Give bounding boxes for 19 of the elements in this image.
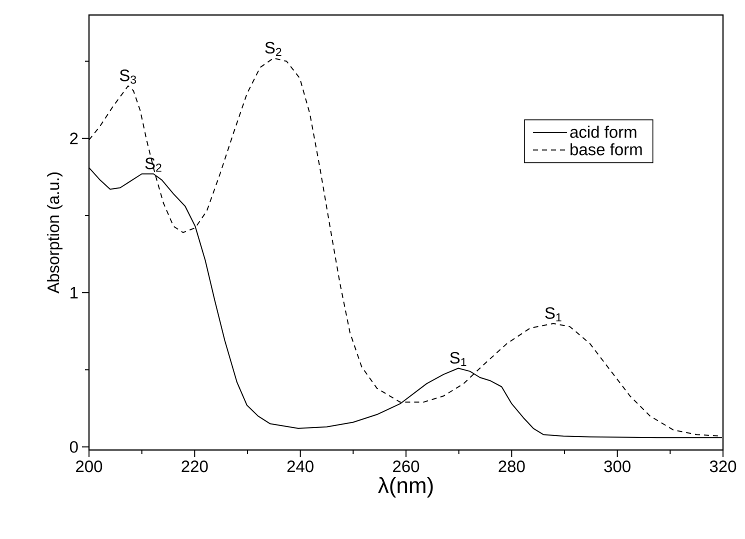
x-tick-label: 220 xyxy=(182,460,208,472)
annotation: S$_{3}$ xyxy=(120,70,136,84)
y-tick-label: 1 xyxy=(70,286,78,298)
x-tick-label: 260 xyxy=(393,460,420,472)
x-tick-label: 200 xyxy=(76,460,102,472)
x-tick-label: 280 xyxy=(498,460,525,472)
annotation: S$_{1}$ xyxy=(545,307,562,322)
y-axis-title: Absorption (a.u.) xyxy=(47,172,62,294)
annotation: S$_{1}$ xyxy=(450,352,466,366)
x-tick-label: 300 xyxy=(604,460,630,472)
legend-label: acid form xyxy=(570,126,636,138)
legend-label: base form xyxy=(570,143,642,156)
x-tick-label: 320 xyxy=(710,460,736,472)
y-tick-label: 0 xyxy=(70,441,78,453)
x-tick-label: 240 xyxy=(287,460,314,472)
annotation: S$_{2}$ xyxy=(145,158,162,172)
annotation: S$_{2}$ xyxy=(265,42,282,56)
y-tick-label: 2 xyxy=(70,132,78,144)
x-axis-title: λ(nm) xyxy=(378,477,433,498)
